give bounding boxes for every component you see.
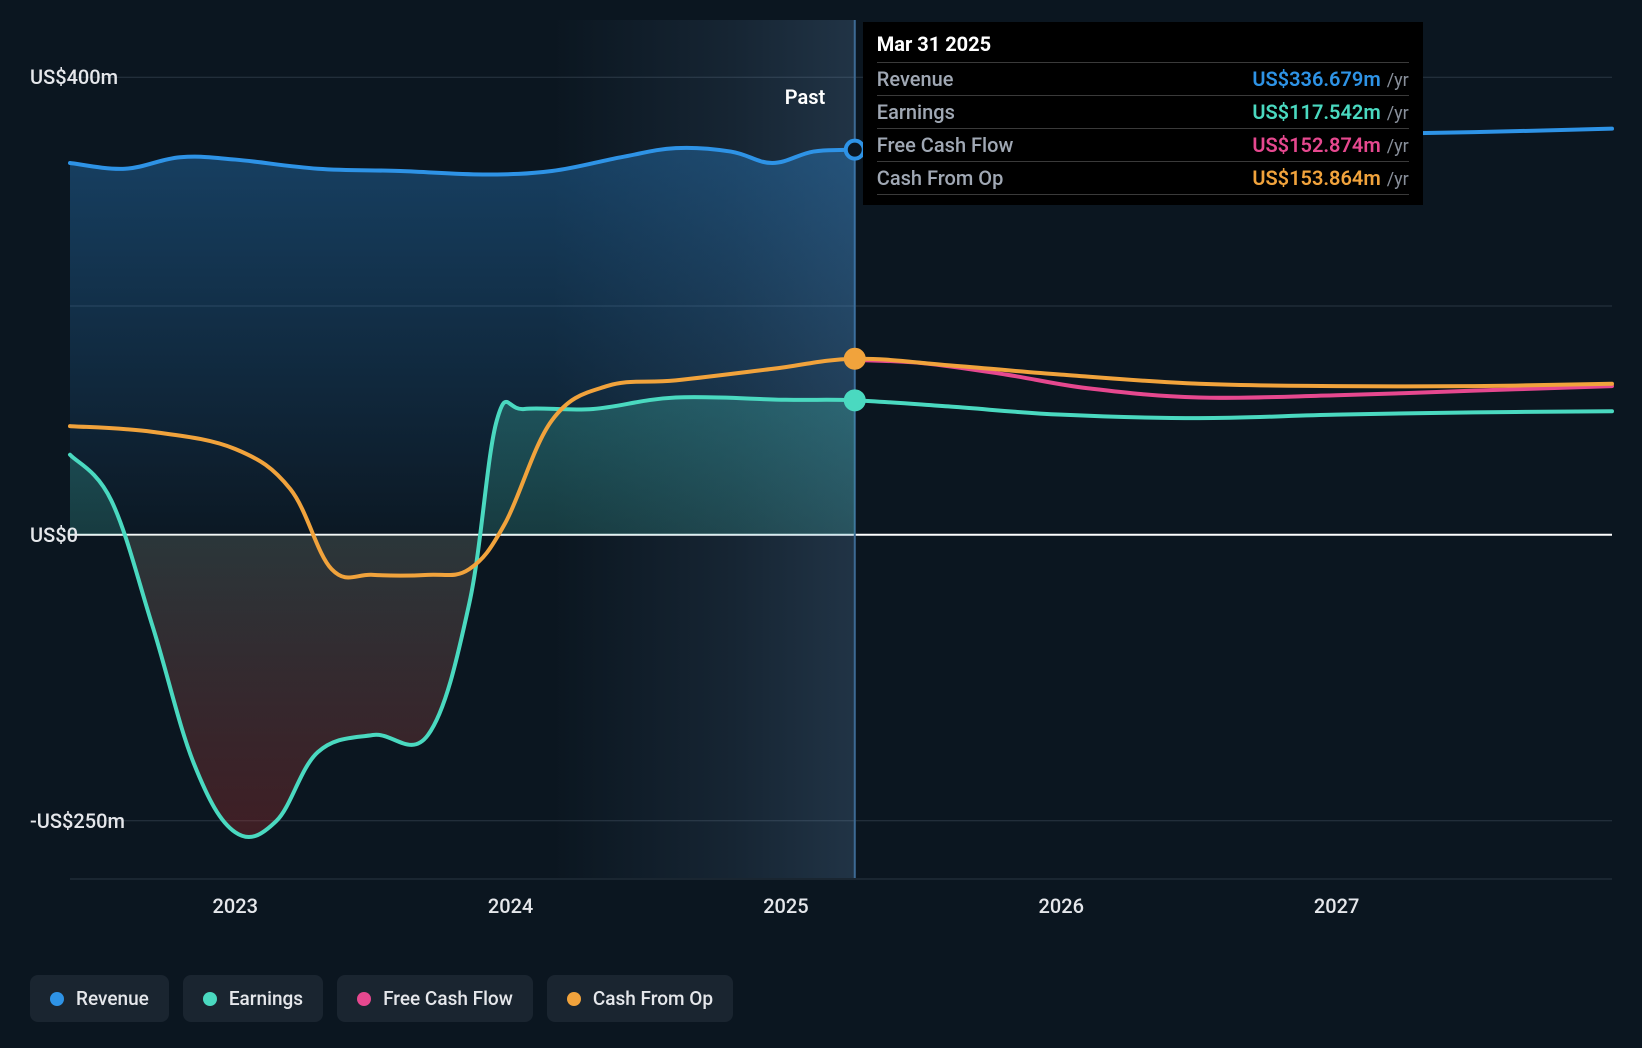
x-axis-tick-label: 2023: [212, 894, 257, 918]
legend-label: Earnings: [229, 987, 303, 1010]
tooltip-row-label: Cash From Op: [877, 166, 1004, 190]
tooltip-row-value: US$153.864m: [1252, 166, 1380, 190]
chart-tooltip: Mar 31 2025 RevenueUS$336.679m/yrEarning…: [863, 22, 1423, 205]
legend-swatch: [357, 992, 371, 1006]
legend-item-earnings[interactable]: Earnings: [183, 975, 323, 1022]
legend-swatch: [567, 992, 581, 1006]
financial-chart: US$400m US$0 -US$250m 2023 2024 2025 2026 2027 P…: [0, 0, 1642, 1048]
tooltip-row: Cash From Op US$153.864m/yr: [877, 161, 1409, 195]
series-marker-revenue: [846, 141, 864, 159]
tooltip-date: Mar 31 2025: [877, 32, 1409, 62]
legend-item-free-cash-flow[interactable]: Free Cash Flow: [337, 975, 533, 1022]
chart-legend: Revenue Earnings Free Cash Flow Cash From O…: [30, 975, 733, 1022]
tooltip-row-label: Free Cash Flow: [877, 133, 1014, 157]
legend-swatch: [50, 992, 64, 1006]
x-axis-tick-label: 2026: [1039, 894, 1084, 918]
y-axis-tick-label: US$400m: [30, 65, 118, 89]
tooltip-row: Revenue US$336.679m/yr: [877, 62, 1409, 95]
legend-swatch: [203, 992, 217, 1006]
y-axis-tick-label: -US$250m: [30, 809, 125, 833]
tooltip-row-label: Revenue: [877, 67, 954, 91]
tooltip-row: Earnings US$117.542m/yr: [877, 95, 1409, 128]
legend-label: Revenue: [76, 987, 149, 1010]
series-marker-cfo: [846, 350, 864, 368]
y-axis-tick-label: US$0: [30, 523, 78, 547]
tooltip-row-unit: /yr: [1387, 169, 1409, 190]
tooltip-row-unit: /yr: [1387, 70, 1409, 91]
x-axis-tick-label: 2024: [488, 894, 533, 918]
tooltip-row-unit: /yr: [1387, 103, 1409, 124]
series-marker-earnings: [846, 391, 864, 409]
legend-label: Free Cash Flow: [383, 987, 513, 1010]
tooltip-row: Free Cash Flow US$152.874m/yr: [877, 128, 1409, 161]
x-axis-tick-label: 2027: [1314, 894, 1359, 918]
x-axis-tick-label: 2025: [763, 894, 808, 918]
tooltip-row-unit: /yr: [1387, 136, 1409, 157]
legend-label: Cash From Op: [593, 987, 713, 1010]
past-label: Past: [785, 85, 825, 109]
tooltip-row-value: US$152.874m: [1252, 133, 1380, 157]
tooltip-row-value: US$117.542m: [1252, 100, 1380, 124]
tooltip-row-value: US$336.679m: [1252, 67, 1380, 91]
legend-item-revenue[interactable]: Revenue: [30, 975, 169, 1022]
legend-item-cash-from-op[interactable]: Cash From Op: [547, 975, 733, 1022]
tooltip-row-label: Earnings: [877, 100, 955, 124]
